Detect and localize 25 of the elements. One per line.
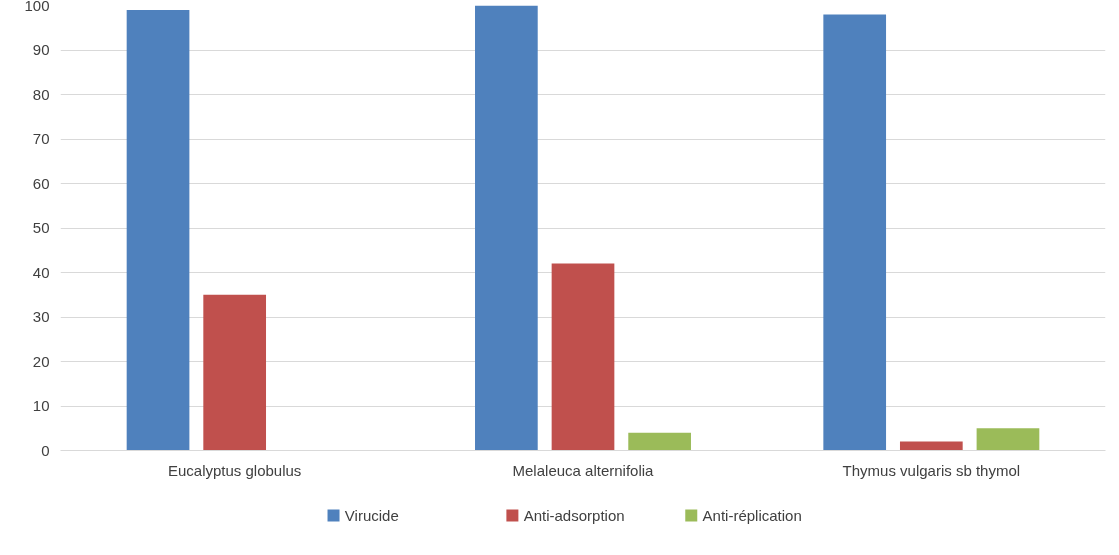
bar	[976, 428, 1040, 451]
y-tick-label: 10	[32, 397, 50, 414]
bar	[899, 441, 963, 451]
x-tick-label: Melaleuca alternifolia	[512, 461, 655, 479]
bar	[551, 263, 615, 451]
bar	[126, 9, 190, 451]
y-tick-label: 70	[32, 130, 50, 147]
y-tick-label: 60	[32, 174, 50, 192]
bar	[475, 5, 538, 451]
legend-label: Anti-réplication	[702, 507, 802, 524]
y-tick-label: 40	[32, 263, 50, 281]
bar	[823, 14, 887, 451]
y-tick-label: 90	[32, 41, 50, 58]
legend-label: Virucide	[344, 507, 399, 524]
y-tick-label: 20	[32, 352, 50, 370]
x-tick-label: Eucalyptus globulus	[167, 461, 302, 479]
bar	[628, 432, 691, 451]
y-tick-label: 0	[41, 441, 50, 459]
y-tick-label: 100	[24, 0, 50, 14]
y-tick-label: 80	[32, 85, 50, 103]
legend-label: Anti-adsorption	[523, 507, 625, 524]
bar	[203, 294, 267, 451]
y-tick-label: 50	[32, 219, 50, 236]
y-tick-label: 30	[32, 308, 50, 325]
x-tick-label: Thymus vulgaris sb thymol	[842, 461, 1021, 479]
